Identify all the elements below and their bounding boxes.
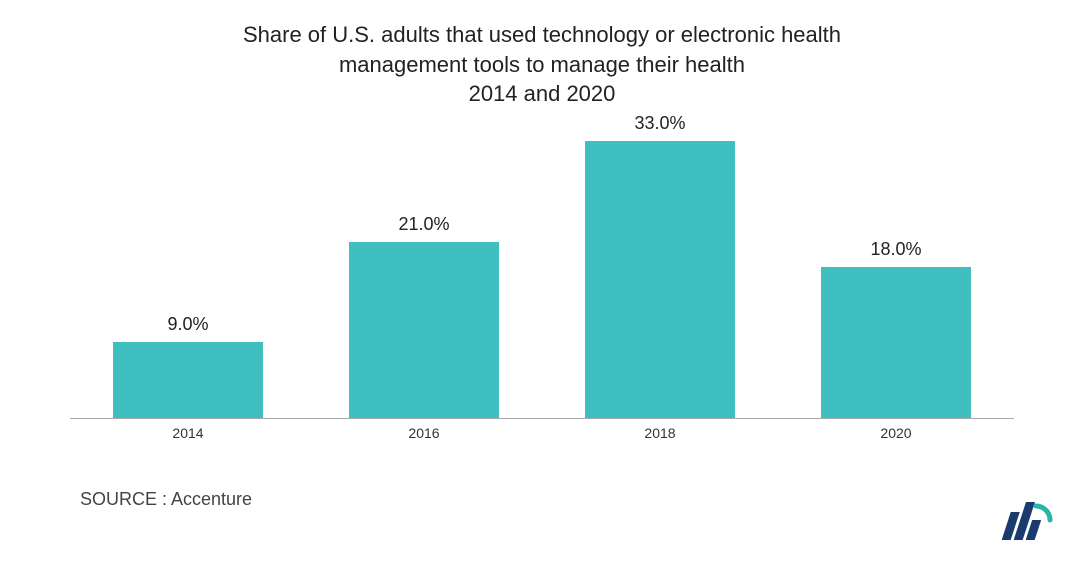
bar-chart: 9.0% 21.0% 33.0% 18.0% 2014201620182020 (70, 124, 1014, 444)
bar: 33.0% (585, 141, 735, 418)
bar-value-label: 9.0% (113, 314, 263, 335)
x-axis: 2014201620182020 (70, 419, 1014, 444)
bar-value-label: 18.0% (821, 239, 971, 260)
x-axis-label: 2014 (70, 425, 306, 441)
bar: 18.0% (821, 267, 971, 418)
chart-title: Share of U.S. adults that used technolog… (162, 20, 922, 109)
x-axis-label: 2016 (306, 425, 542, 441)
title-line-3: 2014 and 2020 (162, 79, 922, 109)
x-axis-label: 2018 (542, 425, 778, 441)
plot-area: 9.0% 21.0% 33.0% 18.0% (70, 124, 1014, 419)
bar: 21.0% (349, 242, 499, 418)
brand-logo-icon (996, 502, 1054, 540)
bar-value-label: 21.0% (349, 214, 499, 235)
bar-slot: 33.0% (542, 124, 778, 418)
title-line-2: management tools to manage their health (162, 50, 922, 80)
bar-slot: 18.0% (778, 124, 1014, 418)
bar-value-label: 33.0% (585, 113, 735, 134)
bar-slot: 21.0% (306, 124, 542, 418)
bar: 9.0% (113, 342, 263, 418)
bar-slot: 9.0% (70, 124, 306, 418)
title-line-1: Share of U.S. adults that used technolog… (162, 20, 922, 50)
source-attribution: SOURCE : Accenture (80, 489, 1034, 510)
x-axis-label: 2020 (778, 425, 1014, 441)
